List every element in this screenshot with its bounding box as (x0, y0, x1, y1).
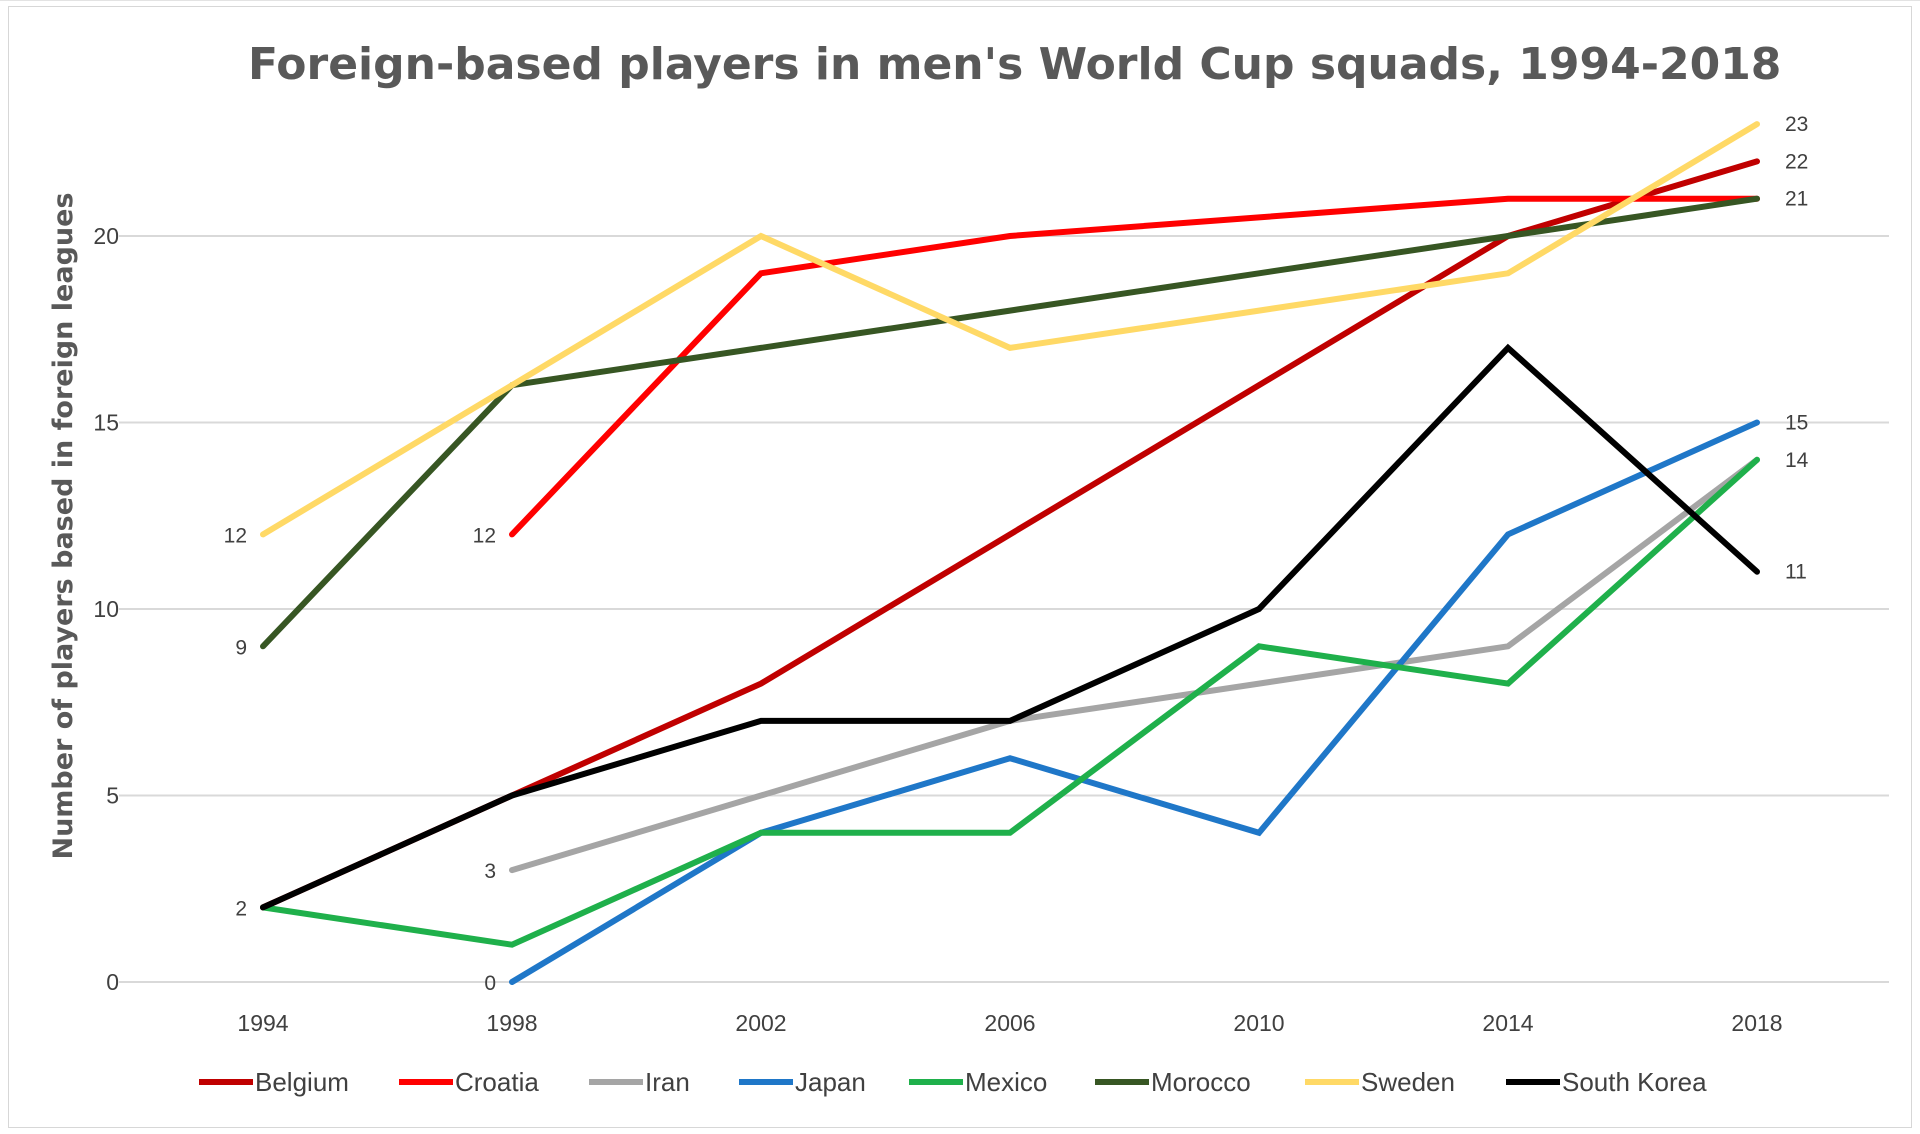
legend-item-japan[interactable]: Japan (739, 1067, 866, 1097)
legend-item-iran[interactable]: Iran (589, 1067, 690, 1097)
legend-item-south-korea[interactable]: South Korea (1506, 1067, 1707, 1097)
y-tick-label-5: 5 (106, 783, 119, 809)
legend-label-morocco: Morocco (1151, 1067, 1251, 1097)
x-tick-label-1998: 1998 (486, 1010, 537, 1036)
series-line-croatia (509, 195, 1760, 538)
legend-label-iran: Iran (645, 1067, 690, 1097)
y-tick-label-15: 15 (93, 410, 119, 436)
line-chart: Foreign-based players in men's World Cup… (48, 39, 1889, 1097)
y-tick-label-0: 0 (106, 969, 119, 995)
x-tick-label-2006: 2006 (984, 1010, 1035, 1036)
legend-label-croatia: Croatia (455, 1067, 539, 1097)
legend-label-belgium: Belgium (255, 1067, 349, 1097)
y-axis-title: Number of players based in foreign leagu… (48, 192, 79, 859)
data-label-end-21: 21 (1785, 188, 1808, 211)
y-tick-label-20: 20 (93, 223, 119, 249)
chart-area[interactable]: Foreign-based players in men's World Cup… (8, 6, 1912, 1128)
series-line-iran (509, 456, 1760, 874)
y-axis-ticks: 0 5 10 15 20 (93, 223, 119, 995)
legend-label-mexico: Mexico (965, 1067, 1047, 1097)
x-tick-label-2002: 2002 (735, 1010, 786, 1036)
legend: Belgium Croatia Iran Japan Mexico Morocco Swed… (199, 1067, 1707, 1097)
data-label-end-11: 11 (1785, 561, 1807, 584)
data-label-start-1-12: 12 (473, 524, 496, 547)
x-axis-ticks: 1994 1998 2002 2006 2010 2014 2018 (237, 1010, 1782, 1036)
x-tick-label-2014: 2014 (1482, 1010, 1533, 1036)
legend-item-mexico[interactable]: Mexico (909, 1067, 1047, 1097)
series-lines (260, 121, 1760, 985)
data-label-end-14: 14 (1785, 449, 1809, 472)
data-label-start-1-0: 0 (484, 972, 496, 995)
x-tick-label-1994: 1994 (237, 1010, 288, 1036)
data-label-start-0-9: 9 (235, 636, 247, 659)
legend-label-sweden: Sweden (1361, 1067, 1455, 1097)
data-label-end-23: 23 (1785, 113, 1808, 136)
data-label-start-1-3: 3 (484, 860, 496, 883)
series-line-south-korea (260, 343, 1760, 911)
series-line-sweden (260, 121, 1760, 538)
data-label-end-15: 15 (1785, 412, 1808, 435)
series-line-japan (509, 419, 1760, 985)
legend-item-morocco[interactable]: Morocco (1095, 1067, 1251, 1097)
legend-item-belgium[interactable]: Belgium (199, 1067, 349, 1097)
x-tick-label-2010: 2010 (1233, 1010, 1284, 1036)
legend-label-japan: Japan (795, 1067, 866, 1097)
legend-item-sweden[interactable]: Sweden (1305, 1067, 1455, 1097)
data-label-start-0-2: 2 (235, 897, 247, 920)
y-tick-label-10: 10 (93, 596, 119, 622)
legend-label-south-korea: South Korea (1562, 1067, 1707, 1097)
x-tick-label-2018: 2018 (1731, 1010, 1782, 1036)
data-labels: 12 9 2 12 3 0 23 22 21 15 14 11 (224, 113, 1809, 995)
data-label-end-22: 22 (1785, 150, 1808, 173)
legend-item-croatia[interactable]: Croatia (399, 1067, 539, 1097)
chart-title: Foreign-based players in men's World Cup… (248, 39, 1781, 90)
series-line-mexico (260, 456, 1760, 948)
data-label-start-0-12: 12 (224, 524, 247, 547)
